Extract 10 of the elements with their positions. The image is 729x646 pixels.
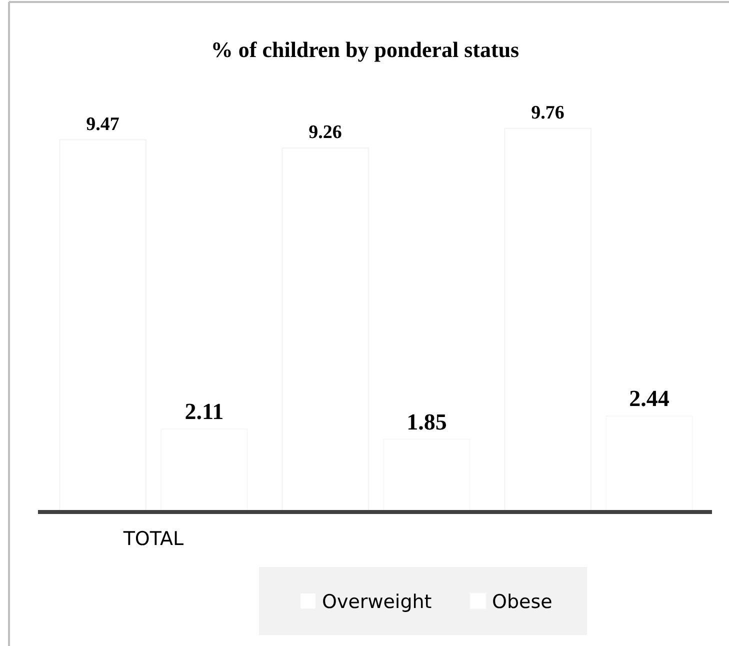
data-label: 2.11 [184, 399, 224, 424]
data-label: 1.85 [406, 409, 447, 434]
chart-title: % of children by ponderal status [210, 37, 520, 62]
data-label: 9.47 [86, 114, 120, 135]
legend-label: Overweight [322, 591, 432, 613]
x-tick-label: TOTAL [122, 528, 184, 550]
legend-label: Obese [492, 591, 552, 613]
data-label: 9.26 [308, 122, 342, 144]
data-label: 9.76 [531, 102, 564, 124]
data-label: 2.44 [629, 386, 670, 412]
